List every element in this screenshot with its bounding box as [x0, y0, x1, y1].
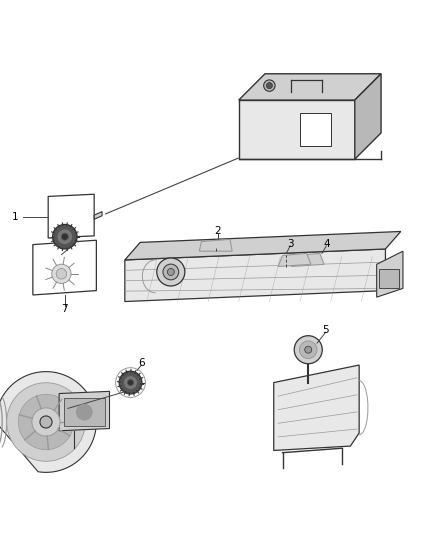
- Circle shape: [294, 336, 322, 364]
- Polygon shape: [199, 239, 232, 251]
- Circle shape: [18, 394, 74, 450]
- Polygon shape: [239, 74, 381, 100]
- Circle shape: [76, 404, 92, 420]
- Polygon shape: [291, 253, 324, 266]
- Bar: [379, 269, 399, 288]
- Circle shape: [40, 416, 52, 428]
- Polygon shape: [274, 365, 359, 450]
- Circle shape: [53, 224, 77, 249]
- Circle shape: [127, 379, 134, 386]
- Bar: [300, 113, 331, 146]
- Polygon shape: [59, 391, 110, 431]
- Polygon shape: [48, 194, 94, 238]
- Circle shape: [61, 233, 68, 240]
- Bar: [64, 398, 105, 426]
- Circle shape: [266, 83, 272, 88]
- Polygon shape: [278, 253, 311, 266]
- Polygon shape: [239, 100, 355, 159]
- Circle shape: [167, 269, 174, 276]
- Polygon shape: [94, 212, 102, 219]
- Text: 4: 4: [323, 239, 330, 249]
- Text: 2: 2: [215, 227, 221, 237]
- Polygon shape: [355, 74, 381, 159]
- Text: 6: 6: [138, 358, 145, 368]
- Polygon shape: [377, 251, 403, 297]
- Text: 3: 3: [287, 239, 293, 249]
- Circle shape: [124, 376, 138, 390]
- Circle shape: [300, 341, 317, 359]
- Circle shape: [7, 383, 85, 461]
- Circle shape: [56, 269, 67, 279]
- Circle shape: [264, 80, 275, 91]
- Circle shape: [32, 408, 60, 436]
- Circle shape: [57, 229, 73, 245]
- Text: 5: 5: [322, 325, 329, 335]
- Circle shape: [52, 264, 71, 284]
- Circle shape: [305, 346, 312, 353]
- Polygon shape: [125, 231, 401, 260]
- Text: 7: 7: [61, 304, 68, 314]
- Text: 1: 1: [12, 212, 19, 222]
- Circle shape: [157, 258, 185, 286]
- Polygon shape: [33, 240, 96, 295]
- Polygon shape: [0, 372, 96, 472]
- Circle shape: [163, 264, 179, 280]
- Polygon shape: [125, 249, 385, 302]
- Circle shape: [119, 371, 142, 394]
